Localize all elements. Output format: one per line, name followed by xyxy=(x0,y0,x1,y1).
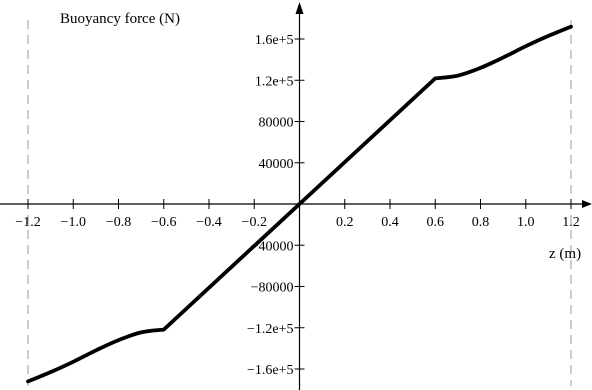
y-tick-label: 1.6e+5 xyxy=(255,33,294,48)
x-tick-label: −1.0 xyxy=(61,215,86,230)
y-tick-label: 80000 xyxy=(259,116,294,131)
x-tick-label: 0.8 xyxy=(472,215,490,230)
x-tick-label: −0.4 xyxy=(196,215,221,230)
y-axis-title: Buoyancy force (N) xyxy=(60,11,180,27)
x-tick-label: −0.2 xyxy=(242,215,267,230)
x-tick-label: −1.2 xyxy=(15,215,40,230)
x-axis-arrow xyxy=(582,200,592,208)
y-tick-label: −40000 xyxy=(251,239,294,254)
x-axis-title: z (m) xyxy=(549,246,581,262)
x-tick-label: 0.4 xyxy=(381,215,399,230)
y-ticks: 1.6e+5 1.2e+5 80000 40000 −40000 −80000 −1.2e+… xyxy=(247,33,305,378)
y-axis-arrow xyxy=(295,2,304,14)
x-tick-label: −0.8 xyxy=(106,215,131,230)
series-line-0 xyxy=(26,24,573,384)
x-ticks: −1.2 −1.0 −0.8 −0.6 −0.4 −0.2 0.2 0.4 0.6 0.8 1.0 1… xyxy=(15,199,580,230)
y-tick-label: 40000 xyxy=(259,157,294,172)
x-tick-label: 1.0 xyxy=(517,215,535,230)
x-tick-label: 0.2 xyxy=(336,215,354,230)
y-tick-label: 1.2e+5 xyxy=(255,74,294,89)
series-group xyxy=(26,24,573,384)
x-tick-label: 0.6 xyxy=(427,215,445,230)
x-tick-label: −0.6 xyxy=(151,215,176,230)
y-tick-label: −80000 xyxy=(251,281,294,296)
y-tick-label: −1.2e+5 xyxy=(247,322,294,337)
y-tick-label: −1.6e+5 xyxy=(247,363,294,378)
x-tick-label: 1.2 xyxy=(562,215,580,230)
